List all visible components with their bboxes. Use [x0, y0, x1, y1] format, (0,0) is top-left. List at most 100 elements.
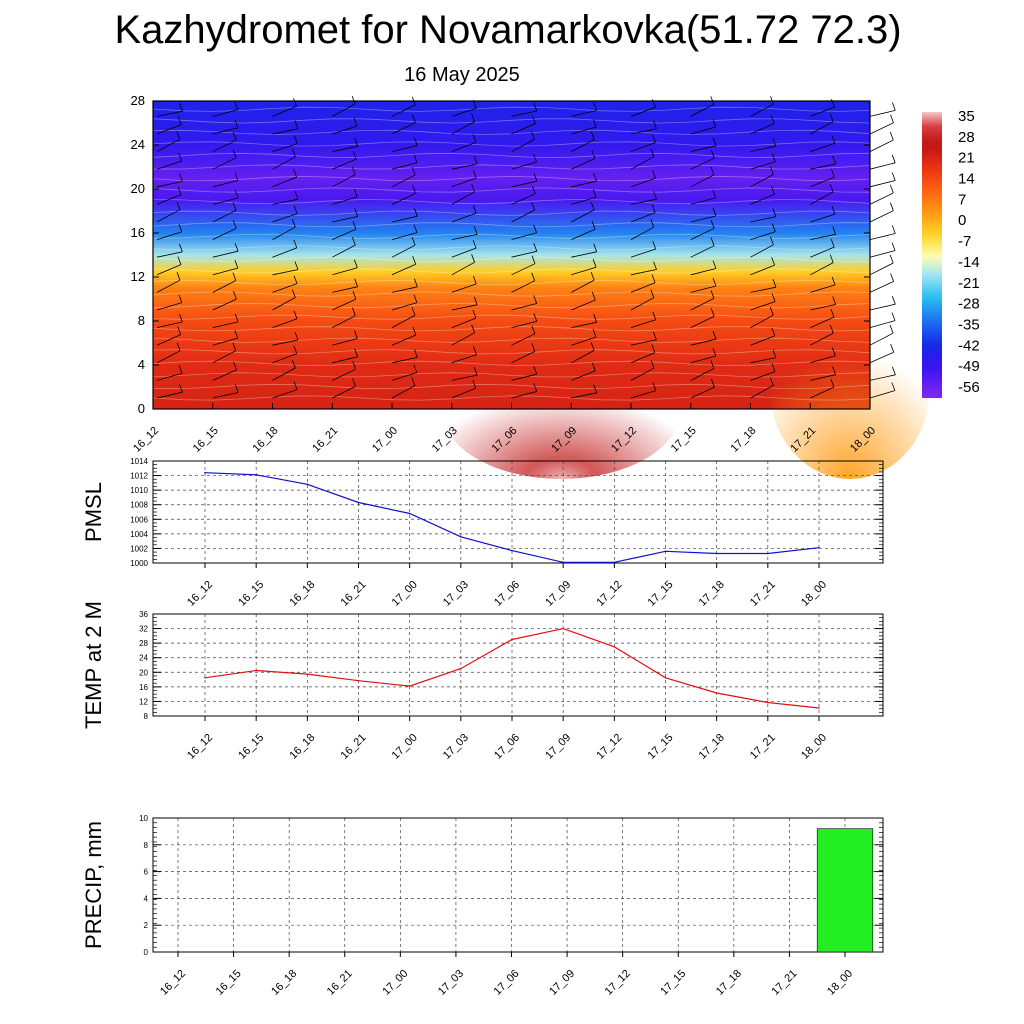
wind-barb-flag	[178, 365, 183, 374]
contour-line	[153, 164, 871, 170]
wind-barb-shaft	[571, 279, 595, 293]
wind-barb-shaft	[156, 334, 181, 346]
contour-line	[152, 210, 871, 216]
wind-barb-shaft	[571, 350, 595, 364]
wind-barb-shaft	[511, 209, 535, 223]
wind-barb-shaft	[750, 335, 775, 346]
wind-barb-flag	[590, 201, 595, 211]
wind-barb-shaft	[810, 374, 836, 381]
wind-barb-shaft	[272, 283, 298, 293]
wind-barb-shaft	[156, 279, 181, 293]
wind-barb-shaft	[272, 176, 297, 188]
wind-barb-flag	[592, 118, 597, 128]
wind-barb-shaft	[511, 250, 537, 258]
wind-barb-shaft	[212, 298, 237, 311]
wind-barb-shaft	[451, 177, 477, 188]
wind-barb-shaft	[212, 392, 239, 399]
wind-barb-flag	[889, 325, 894, 334]
wind-barb-shaft	[511, 193, 536, 205]
wind-barb-flag	[593, 102, 597, 111]
x-tick-label: 16_15	[214, 968, 244, 998]
wind-barb-flag	[829, 254, 834, 263]
colorbar-label: 21	[958, 150, 975, 167]
wind-barb-flag	[653, 191, 657, 200]
wind-barb-shaft	[810, 163, 836, 170]
y-tick-label: 12	[139, 697, 148, 706]
wind-barb-flag	[234, 119, 239, 129]
data-point	[664, 677, 667, 679]
panel-frame	[152, 817, 884, 953]
data-point	[255, 669, 257, 672]
wind-barb-flag	[771, 363, 776, 372]
wind-barb-flag	[831, 205, 836, 215]
wind-barb-flag	[352, 378, 356, 387]
wind-barb-flag	[652, 134, 656, 143]
wind-barb-flag	[293, 98, 297, 107]
wind-barb-shaft	[156, 391, 183, 399]
x-tick-label: 17_15	[646, 732, 676, 762]
y-tick-label: 20	[131, 181, 145, 196]
wind-barb-shaft	[332, 338, 358, 346]
wind-barb-shaft	[571, 158, 596, 170]
x-tick-label: 16_15	[191, 425, 221, 455]
wind-barb-flag	[179, 384, 183, 393]
wind-barb-shaft	[391, 215, 418, 223]
heatmap-cool-area	[770, 299, 930, 479]
contour-line	[152, 152, 871, 159]
wind-barb-shaft	[810, 262, 834, 276]
wind-barb-flag	[770, 115, 775, 124]
wind-barb-flag	[473, 155, 478, 165]
wind-barb-shaft	[156, 231, 182, 240]
wind-barb-shaft	[630, 319, 656, 328]
wind-barb-shaft	[451, 304, 478, 311]
data-point	[460, 536, 462, 538]
x-tick-label: 16_18	[251, 425, 281, 455]
x-tick-label: 17_21	[748, 732, 778, 762]
wind-barb-shaft	[272, 143, 298, 152]
colorbar: 35 28 21 14 7 0 -7 -14 -21 -28 -35 -42 -49 -56	[922, 108, 980, 398]
wind-barb-shaft	[630, 177, 656, 188]
wind-barb-shaft	[869, 320, 896, 328]
wind-barb-shaft	[391, 244, 416, 258]
wind-barb-shaft	[750, 286, 777, 293]
wind-barb-flag	[352, 361, 357, 370]
x-tick-label: 17_18	[697, 732, 727, 762]
y-tick-label: 1002	[130, 544, 148, 553]
wind-barb-flag	[591, 291, 596, 301]
wind-barb-flag	[473, 366, 478, 376]
contour-line	[152, 118, 871, 124]
wind-barb-shaft	[690, 245, 715, 258]
x-tick-label: 18_00	[799, 579, 829, 609]
wind-barb-flag	[179, 243, 183, 252]
wind-barb-flag	[769, 377, 774, 386]
wind-barb-shaft	[810, 191, 834, 205]
grid	[153, 817, 883, 953]
contour-line	[152, 337, 871, 343]
x-tick-label: 17_06	[492, 579, 522, 609]
data-point	[357, 501, 360, 504]
y-tick-label: 36	[139, 610, 148, 619]
wind-barb-flag	[772, 279, 777, 288]
wind-barb-flag	[592, 328, 597, 338]
x-tick-label: 17_00	[390, 579, 420, 609]
wind-barb-shaft	[511, 139, 535, 152]
data-point	[408, 685, 411, 687]
wind-barb-shaft	[272, 318, 298, 328]
wind-barb-flag	[178, 223, 183, 232]
wind-barb-flag	[179, 103, 183, 112]
wind-barb-flag	[234, 172, 239, 181]
wind-barb-flag	[233, 361, 237, 371]
wind-barb-flag	[234, 329, 239, 339]
wind-barb-shaft	[630, 212, 656, 223]
wind-barb-shaft	[571, 209, 595, 223]
wind-barb-flag	[413, 364, 418, 373]
y-tick-label: 16	[131, 225, 145, 240]
wind-barb-shaft	[750, 371, 776, 381]
wind-barb-flag	[772, 349, 777, 358]
wind-barb-flag	[652, 240, 657, 250]
wind-barb-flag	[294, 191, 299, 200]
wind-barb-flag	[891, 312, 896, 321]
wind-barb-flag	[830, 238, 835, 248]
x-tick-label: 16_21	[339, 579, 369, 609]
wind-barb-flag	[831, 135, 836, 144]
